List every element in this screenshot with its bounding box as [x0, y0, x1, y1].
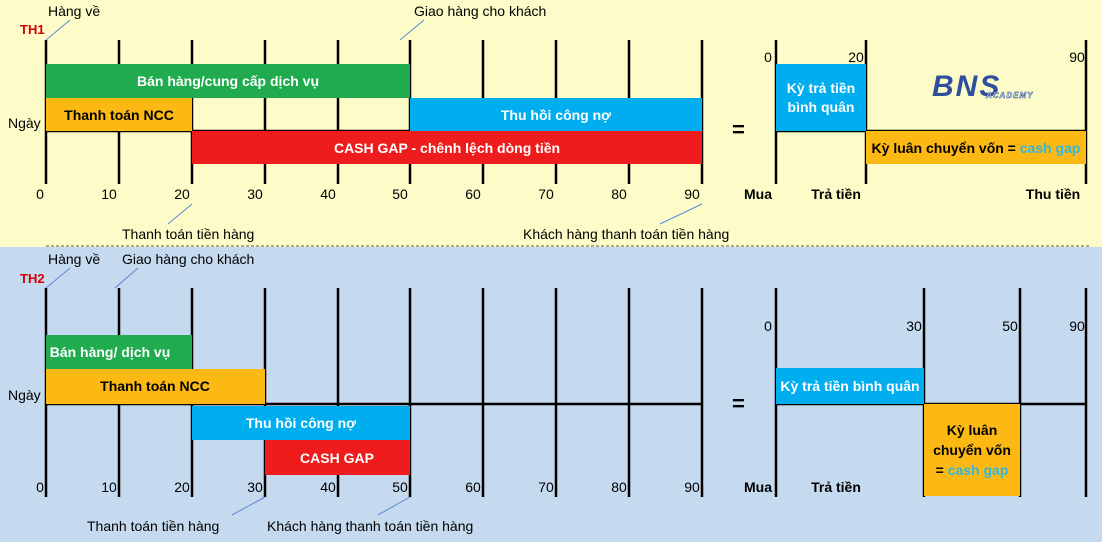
th1-tick-90: 90 [684, 186, 700, 202]
th2-cycle-label-3: = cash gap [936, 462, 1009, 478]
th2-goods-arrive-note: Hàng về [48, 251, 100, 267]
th1-cycle-bar [866, 131, 1086, 164]
th2-avg-payment-label: Kỳ trả tiền bình quân [780, 378, 919, 394]
th1-collection-label: Thu hồi công nợ [501, 107, 611, 123]
th2-customer-pays-note: Khách hàng thanh toán tiền hàng [267, 518, 473, 534]
th1-tick-50: 50 [392, 186, 408, 202]
th2-tick-40: 40 [320, 479, 336, 495]
th2-tick-labels: 0 10 20 30 40 50 60 70 80 90 [36, 479, 700, 495]
th2-deliver-pointer [114, 267, 139, 289]
th1-collection-bar [410, 98, 702, 131]
th1-tick-70: 70 [538, 186, 554, 202]
th2-cycle-label-2: chuyển vốn [933, 442, 1011, 458]
th1-tick-80: 80 [611, 186, 627, 202]
th1-tick-labels: 0 10 20 30 40 50 60 70 80 90 [36, 186, 700, 202]
th1-pay-goods-pointer [167, 203, 193, 225]
th2-bottom-buy: Mua [744, 479, 772, 495]
th1-right-tick-0: 0 [764, 49, 772, 65]
th2-sales-label: Bán hàng/ dịch vụ [50, 344, 171, 360]
th2-tick-10: 10 [101, 479, 117, 495]
th2-deliver-note: Giao hàng cho khách [122, 251, 254, 267]
th1-avg-payment-label-1: Kỳ trả tiền [787, 80, 855, 96]
th2-cycle-bar [924, 404, 1020, 496]
th1-sales-bar [46, 64, 410, 98]
th2-equals-sign: = [732, 391, 745, 416]
th2-tick-0: 0 [36, 479, 44, 495]
th2-bottom-pay: Trả tiền [811, 479, 861, 495]
th2-cash-gap-bar [265, 440, 410, 475]
th2-tick-50: 50 [392, 479, 408, 495]
th1-tick-40: 40 [320, 186, 336, 202]
th2-right-tick-90: 90 [1069, 318, 1085, 334]
bns-academy-logo: BNS ACADEMY [932, 70, 1033, 103]
th1-bottom-buy: Mua [744, 186, 772, 202]
th2-cash-gap-label: CASH GAP [300, 450, 374, 466]
th1-avg-payment-bar [776, 64, 866, 131]
th1-goods-arrive-pointer [45, 19, 71, 41]
th2-right-tick-50: 50 [1002, 318, 1018, 334]
th1-tick-30: 30 [247, 186, 263, 202]
th1-bottom-collect: Thu tiền [1026, 186, 1080, 202]
th2-case-label: TH2 [20, 271, 45, 286]
th1-tick-60: 60 [465, 186, 481, 202]
th2-tick-30: 30 [247, 479, 263, 495]
th1-equals-sign: = [732, 117, 745, 142]
th1-sales-label: Bán hàng/cung cấp dịch vụ [137, 73, 319, 89]
th1-tick-0: 0 [36, 186, 44, 202]
th1-right-tick-90: 90 [1069, 49, 1085, 65]
th2-tick-70: 70 [538, 479, 554, 495]
th1-goods-arrive-note: Hàng về [48, 3, 100, 19]
th2-avg-payment-bar [776, 368, 924, 404]
logo-subtext: ACADEMY [985, 91, 1033, 100]
th1-bottom-pay: Trả tiền [811, 186, 861, 202]
logo-text: BNS [932, 70, 1001, 103]
th1-pay-supplier-label: Thanh toán NCC [64, 107, 174, 123]
th1-axis-label: Ngày [8, 115, 41, 131]
th2-tick-80: 80 [611, 479, 627, 495]
th1-cash-gap-label: CASH GAP - chênh lệch dòng tiền [334, 140, 560, 156]
th2-goods-arrive-pointer [45, 267, 71, 289]
th1-avg-payment-label-2: bình quân [788, 99, 855, 115]
th2-right-tick-0: 0 [764, 318, 772, 334]
th2-collection-label: Thu hồi công nợ [246, 415, 356, 431]
th2-pay-goods-note: Thanh toán tiền hàng [87, 518, 219, 534]
th2-tick-20: 20 [174, 479, 190, 495]
th2-tick-60: 60 [465, 479, 481, 495]
th1-customer-pays-note: Khách hàng thanh toán tiền hàng [523, 226, 729, 242]
th2-cycle-label-1: Kỳ luân [947, 422, 998, 438]
th1-cycle-label: Kỳ luân chuyển vốn = cash gap [872, 140, 1081, 156]
th1-tick-10: 10 [101, 186, 117, 202]
th2-pay-goods-pointer [231, 496, 266, 516]
th2-collection-bar [192, 406, 410, 440]
th2-axis-label: Ngày [8, 387, 41, 403]
th1-pay-goods-note: Thanh toán tiền hàng [122, 226, 254, 242]
th1-pay-supplier-bar [46, 98, 192, 131]
th2-pay-supplier-bar [46, 369, 265, 404]
th2-customer-pays-pointer [377, 496, 411, 516]
th1-cash-gap-bar [192, 131, 702, 164]
th1-case-label: TH1 [20, 22, 45, 37]
th1-deliver-note: Giao hàng cho khách [414, 3, 546, 19]
th2-cycle-highlight: cash gap [948, 462, 1009, 478]
th2-sales-bar [46, 335, 192, 369]
th1-tick-20: 20 [174, 186, 190, 202]
th1-cycle-highlight: cash gap [1020, 140, 1081, 156]
th2-right-tick-30: 30 [906, 318, 922, 334]
th2-pay-supplier-label: Thanh toán NCC [100, 378, 210, 394]
th1-deliver-pointer [399, 19, 425, 41]
th1-right-tick-20: 20 [848, 49, 864, 65]
th2-cycle-prefix: = [936, 462, 948, 478]
th1-customer-pays-pointer [659, 203, 703, 225]
th2-tick-90: 90 [684, 479, 700, 495]
th1-cycle-prefix: Kỳ luân chuyển vốn = [872, 140, 1020, 156]
